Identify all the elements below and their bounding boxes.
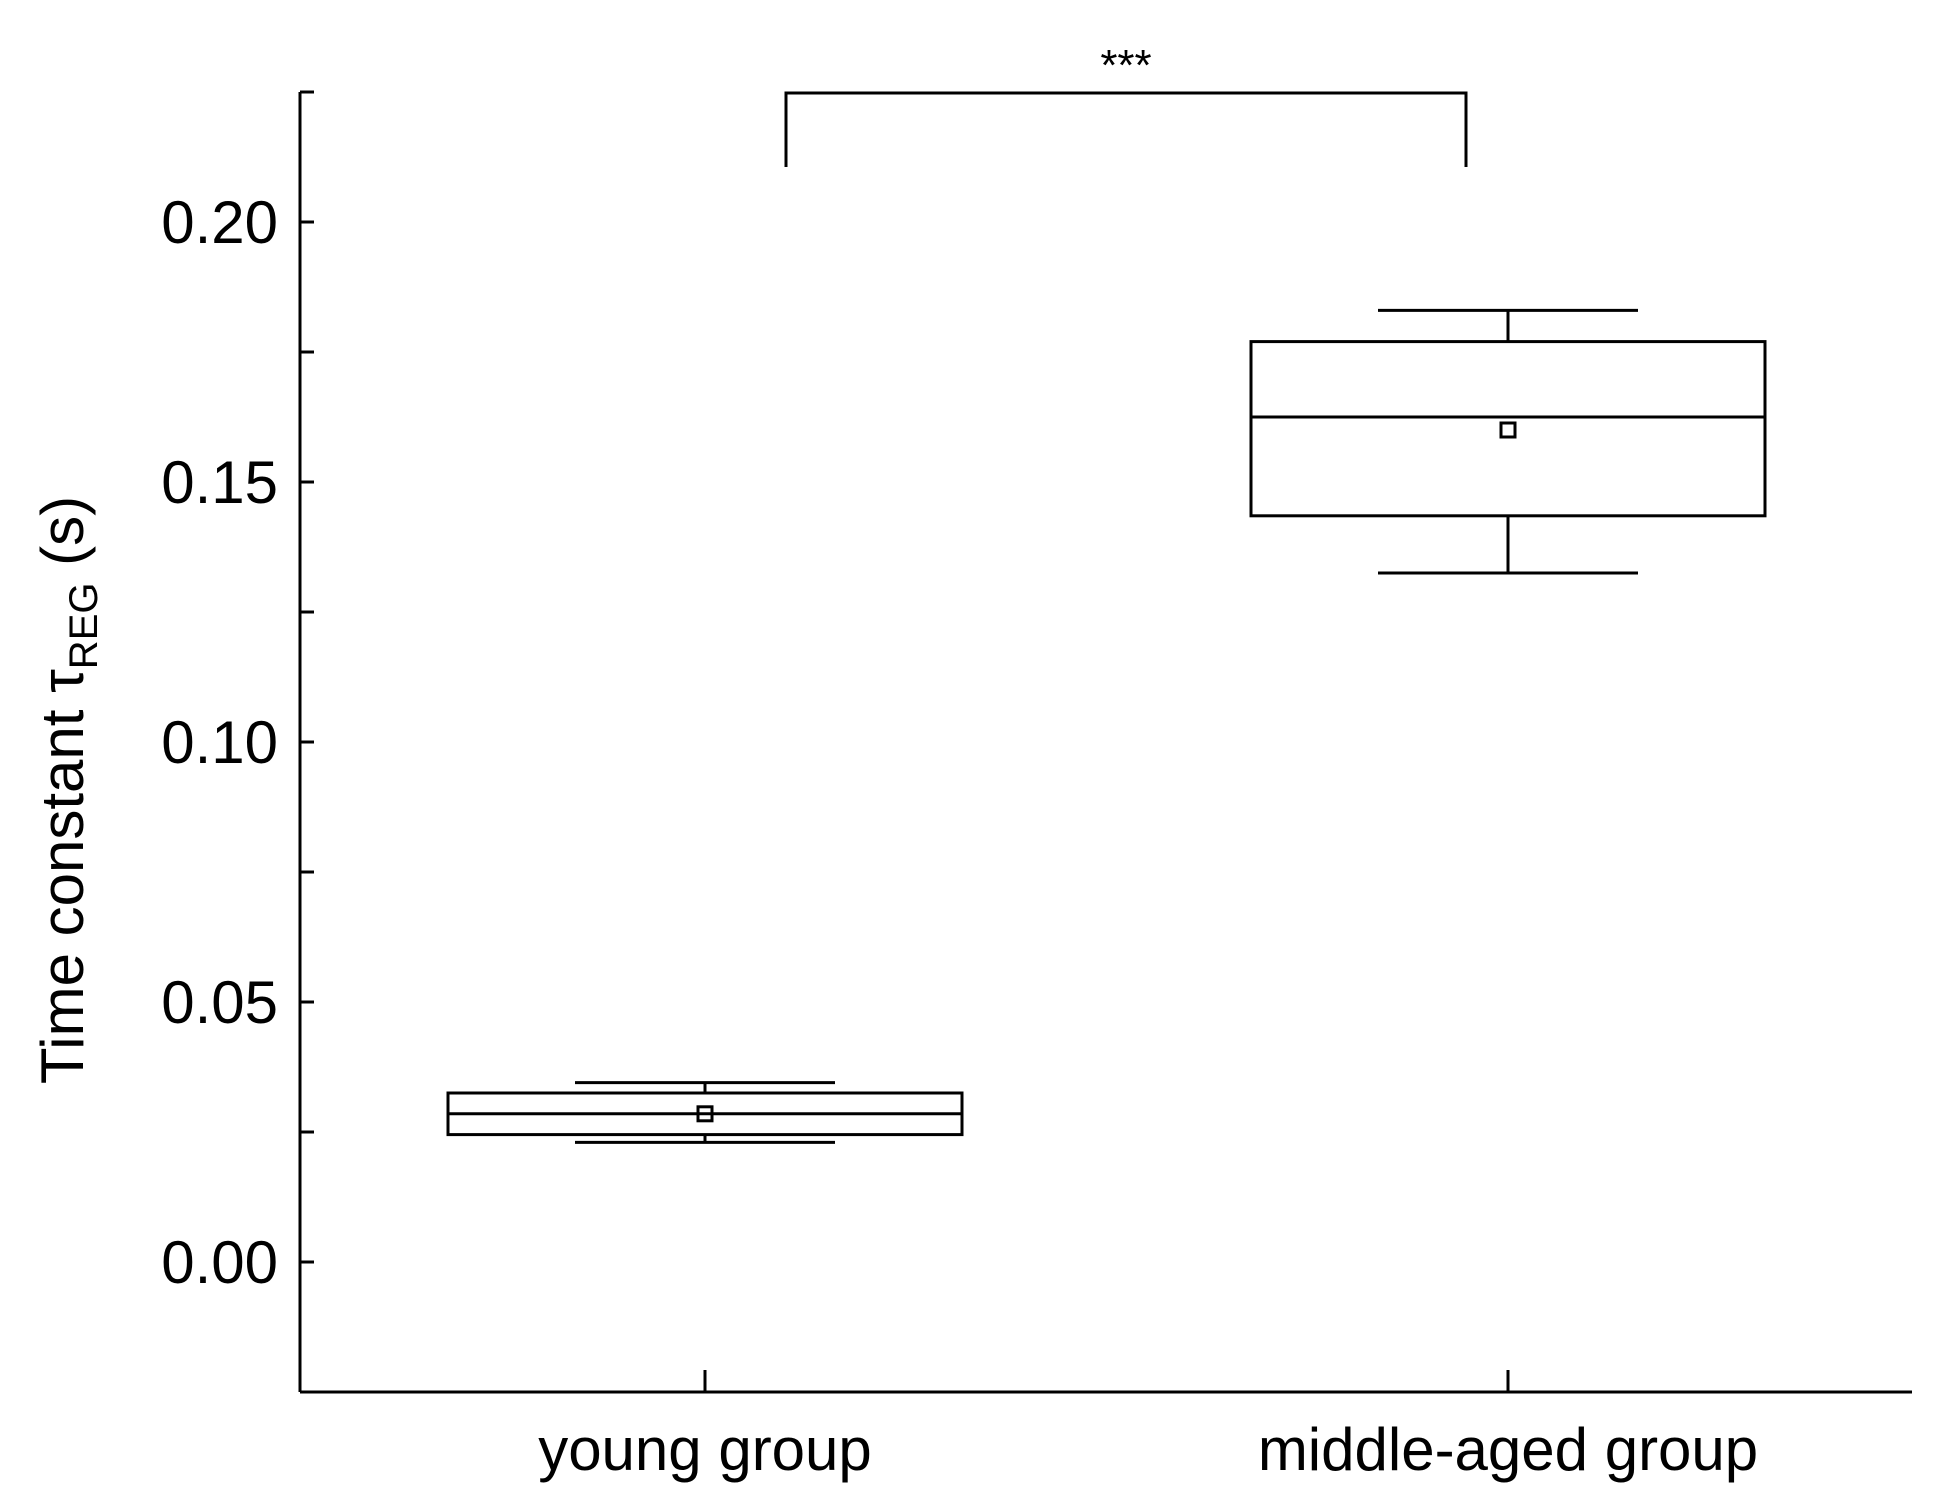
axes — [298, 92, 1912, 1394]
y-tick-label: 0.00 — [161, 1229, 278, 1296]
boxes — [446, 308, 1767, 1144]
y-tick-label: 0.05 — [161, 969, 278, 1036]
y-ticks: 0.00 0.05 0.10 0.15 0.20 — [161, 90, 314, 1296]
significance-label: *** — [1100, 41, 1151, 90]
y-tick-label: 0.10 — [161, 709, 278, 776]
mean-marker — [1499, 421, 1517, 439]
x-category-label: young group — [538, 1416, 872, 1483]
box-young-group — [446, 1081, 964, 1144]
x-category-label: middle-aged group — [1258, 1416, 1758, 1483]
box-middle-aged-group — [1249, 308, 1767, 575]
significance-annotation: *** — [784, 41, 1468, 167]
y-tick-label: 0.20 — [161, 189, 278, 256]
mean-marker — [696, 1105, 714, 1123]
y-tick-label: 0.15 — [161, 449, 278, 516]
significance-bracket — [784, 91, 1468, 167]
iqr-box — [1249, 340, 1767, 518]
x-ticks: young group middle-aged group — [538, 1370, 1758, 1483]
y-axis-label: Time constant τREG (s) — [29, 496, 106, 1084]
